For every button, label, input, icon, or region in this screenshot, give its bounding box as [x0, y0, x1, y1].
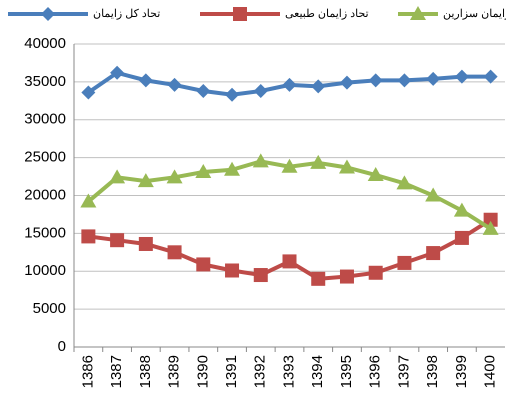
point: [224, 161, 241, 176]
point: [483, 69, 498, 84]
point: [281, 158, 298, 173]
x-tick-label: 1390: [194, 355, 211, 388]
y-tick-label: 25000: [24, 149, 66, 166]
point: [368, 73, 383, 88]
y-tick-label: 5000: [33, 300, 66, 317]
point: [483, 212, 498, 227]
point: [282, 254, 297, 269]
point: [80, 193, 97, 208]
point: [282, 77, 297, 92]
point: [310, 154, 327, 169]
point: [425, 187, 442, 202]
point: [225, 263, 240, 278]
point: [454, 230, 469, 245]
x-tick-label: 1388: [137, 355, 154, 388]
point: [138, 236, 153, 251]
point: [482, 220, 499, 235]
point: [454, 69, 469, 84]
x-tick-label: 1391: [223, 355, 240, 388]
legend-marker: [410, 6, 426, 20]
point: [397, 255, 412, 270]
point: [396, 175, 413, 190]
x-tick-label: 1397: [395, 355, 412, 388]
point: [253, 268, 268, 283]
point: [137, 173, 154, 188]
x-tick-label: 1399: [453, 355, 470, 388]
point: [252, 153, 269, 168]
point: [453, 202, 470, 217]
x-tick-label: 1394: [309, 355, 326, 388]
x-tick-label: 1389: [166, 355, 183, 388]
point: [109, 169, 126, 184]
legend-marker: [233, 7, 247, 21]
point: [166, 169, 183, 184]
x-tick-label: 1400: [482, 355, 499, 388]
point: [311, 271, 326, 286]
y-tick-label: 10000: [24, 262, 66, 279]
point: [167, 77, 182, 92]
point: [426, 246, 441, 261]
point: [81, 85, 96, 100]
y-tick-label: 15000: [24, 224, 66, 241]
point: [81, 229, 96, 244]
point: [195, 164, 212, 179]
x-tick-label: 1387: [108, 355, 125, 388]
legend-label: تحاد زایمان طبیعی: [285, 8, 369, 20]
point: [253, 83, 268, 98]
point: [397, 73, 412, 88]
x-tick-label: 1396: [367, 355, 384, 388]
point: [196, 83, 211, 98]
point: [368, 265, 383, 280]
x-tick-label: 1395: [338, 355, 355, 388]
point: [338, 159, 355, 174]
y-tick-label: 20000: [24, 186, 66, 203]
point: [339, 269, 354, 284]
y-tick-label: 35000: [24, 73, 66, 90]
point: [225, 87, 240, 102]
point: [426, 71, 441, 86]
x-tick-label: 1398: [424, 355, 441, 388]
point: [339, 75, 354, 90]
point: [110, 233, 125, 248]
point: [138, 73, 153, 88]
point: [110, 65, 125, 80]
legend-label: تحاد کل زایمان: [93, 8, 160, 20]
x-tick-label: 1392: [252, 355, 269, 388]
x-tick-label: 1386: [79, 355, 96, 388]
y-tick-label: 40000: [24, 35, 66, 52]
legend-marker: [41, 7, 55, 21]
point: [167, 245, 182, 260]
x-tick-label: 1393: [280, 355, 297, 388]
y-tick-label: 0: [58, 338, 66, 355]
point: [367, 167, 384, 182]
legend-label: تحا زایمان سزارین: [443, 8, 506, 20]
point: [311, 79, 326, 94]
y-tick-label: 30000: [24, 111, 66, 128]
point: [196, 257, 211, 272]
